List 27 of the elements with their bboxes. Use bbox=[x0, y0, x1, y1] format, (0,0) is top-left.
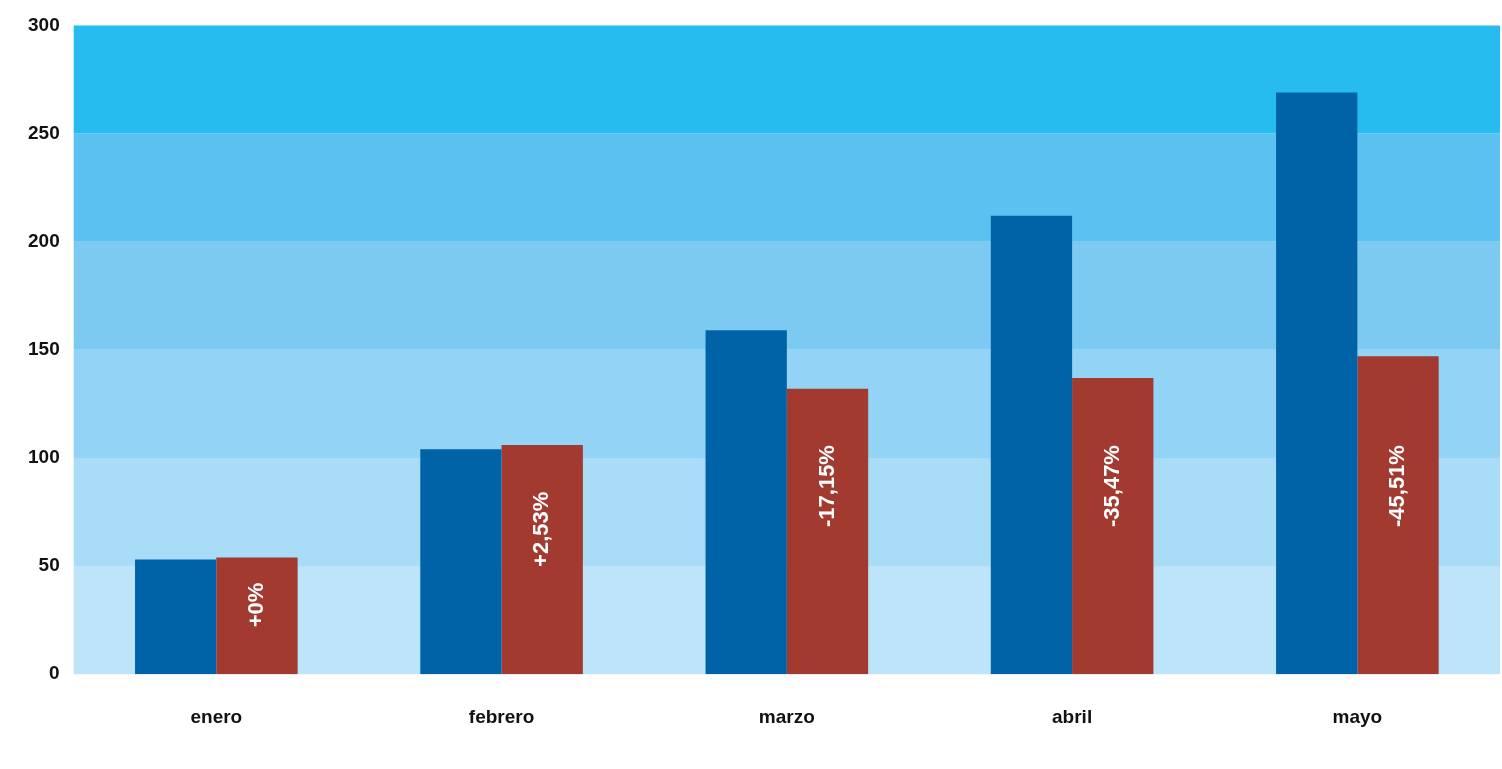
y-tick-label: 150 bbox=[28, 338, 60, 360]
x-tick-label: marzo bbox=[758, 705, 815, 727]
y-tick-label: 200 bbox=[28, 229, 60, 251]
x-tick-label: febrero bbox=[468, 705, 535, 727]
y-tick-label: 100 bbox=[28, 446, 60, 468]
bar bbox=[420, 449, 502, 675]
y-tick-label: 300 bbox=[28, 13, 60, 35]
x-tick-label: abril bbox=[1052, 705, 1093, 727]
annotation: -45,51% bbox=[1384, 445, 1410, 528]
bar bbox=[990, 215, 1073, 675]
bar bbox=[216, 557, 298, 675]
bar bbox=[1276, 92, 1358, 675]
annotation: +2,53% bbox=[528, 491, 554, 567]
annotation: +0% bbox=[243, 582, 269, 628]
bar bbox=[135, 559, 217, 675]
bar bbox=[786, 388, 869, 675]
y-tick-label: 50 bbox=[38, 554, 60, 576]
y-tick-label: 0 bbox=[49, 662, 60, 684]
bar bbox=[705, 330, 787, 675]
bar bbox=[1072, 377, 1154, 675]
bar bbox=[1357, 356, 1439, 675]
y-tick-label: 250 bbox=[28, 121, 60, 143]
x-tick-label: enero bbox=[190, 705, 243, 727]
annotation: -35,47% bbox=[1098, 445, 1124, 528]
bar bbox=[501, 444, 583, 675]
x-tick-label: mayo bbox=[1332, 705, 1383, 727]
annotation: -17,15% bbox=[813, 445, 839, 528]
